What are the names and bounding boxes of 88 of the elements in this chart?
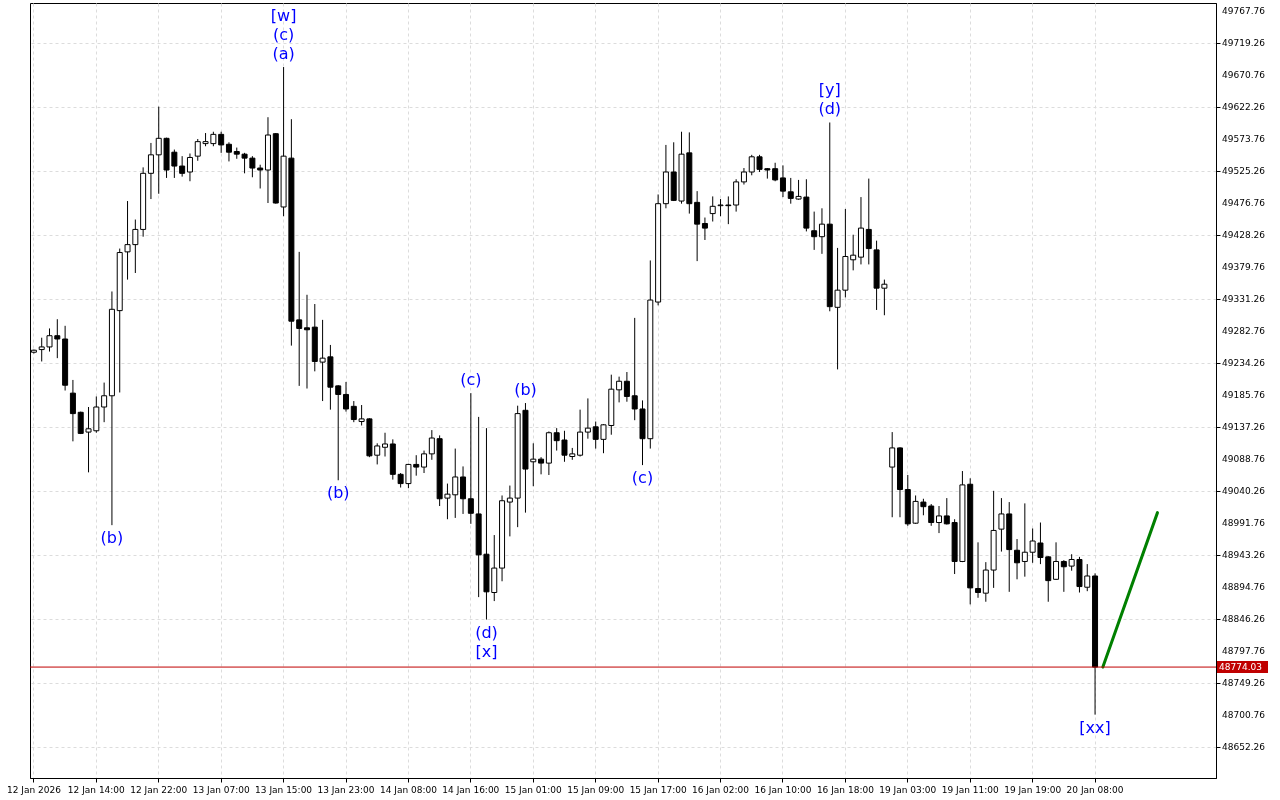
y-tick-label: 49719.26 <box>1222 38 1266 49</box>
candlestick <box>936 505 943 534</box>
annotation: (d) <box>475 622 498 642</box>
candlestick <box>694 190 701 262</box>
x-tick-label: 16 Jan 10:00 <box>754 784 812 795</box>
annotation: (d) <box>818 99 842 119</box>
annotation: [w] <box>270 6 297 26</box>
y-tick-label: 48846.26 <box>1222 614 1266 625</box>
candlestick <box>225 141 232 162</box>
candlestick <box>303 294 310 390</box>
candlestick <box>460 465 467 515</box>
y-tick-label: 49282.76 <box>1222 326 1266 337</box>
y-tick-label: 49525.26 <box>1222 166 1266 177</box>
candlestick <box>186 153 193 182</box>
x-tick-label: 12 Jan 2026 <box>6 784 62 795</box>
y-tick-label: 49185.76 <box>1222 390 1266 401</box>
annotation: [xx] <box>1079 717 1111 737</box>
y-tick-label: 49767.76 <box>1222 6 1266 17</box>
candlestick <box>584 397 591 440</box>
x-tick-label: 19 Jan 11:00 <box>941 784 999 795</box>
y-tick-label: 49379.76 <box>1222 262 1266 273</box>
y-tick-label: 49040.26 <box>1222 486 1266 497</box>
candlestick <box>467 392 474 525</box>
ref-line-label: 48774.03 <box>1219 662 1262 673</box>
x-tick-label: 14 Jan 16:00 <box>442 784 500 795</box>
x-tick-label: 13 Jan 07:00 <box>192 784 250 795</box>
x-tick-label: 19 Jan 19:00 <box>1004 784 1062 795</box>
candlestick <box>811 211 818 251</box>
y-tick-label: 48652.26 <box>1222 742 1266 753</box>
x-tick-label: 12 Jan 14:00 <box>67 784 126 795</box>
candlestick <box>421 450 428 474</box>
y-tick-label: 49476.76 <box>1222 198 1266 209</box>
candlestick <box>69 379 76 442</box>
annotation: [x] <box>475 641 498 661</box>
annotation: [y] <box>818 80 841 100</box>
candlestick <box>1014 538 1021 580</box>
annotation: (c) <box>631 468 654 488</box>
annotation: (b) <box>326 483 350 503</box>
y-tick-label: 48749.26 <box>1222 678 1266 689</box>
y-tick-label: 49428.26 <box>1222 230 1266 241</box>
annotation: (b) <box>100 528 124 548</box>
candlestick <box>343 381 350 413</box>
candlestick <box>1060 559 1067 593</box>
annotation: (b) <box>514 380 537 400</box>
candlestick <box>733 178 740 213</box>
candlestick <box>382 432 389 458</box>
y-tick-label: 49670.76 <box>1222 70 1266 81</box>
candlestick <box>865 178 872 265</box>
candlestick <box>709 195 716 223</box>
y-tick-label: 48797.76 <box>1222 646 1266 657</box>
annotation: (c) <box>272 25 295 45</box>
candlestick <box>818 207 825 255</box>
candlestick <box>975 541 982 599</box>
candlestick <box>779 164 786 198</box>
candlestick <box>538 456 545 475</box>
y-tick-label: 48894.76 <box>1222 582 1266 593</box>
y-tick-label: 49573.76 <box>1222 134 1266 145</box>
candlestick <box>701 217 708 241</box>
x-tick-label: 15 Jan 17:00 <box>629 784 687 795</box>
x-tick-label: 13 Jan 15:00 <box>255 784 313 795</box>
candlestick <box>506 485 513 537</box>
x-tick-label: 20 Jan 08:00 <box>1066 784 1124 795</box>
candlestick <box>179 155 186 178</box>
candlestick <box>101 382 108 423</box>
x-tick-label: 13 Jan 23:00 <box>317 784 375 795</box>
x-tick-label: 16 Jan 02:00 <box>692 784 750 795</box>
y-tick-label: 49088.76 <box>1222 454 1266 465</box>
annotation: (a) <box>272 44 295 64</box>
x-tick-label: 15 Jan 09:00 <box>567 784 625 795</box>
candlestick <box>889 431 896 518</box>
y-tick-label: 48700.76 <box>1222 710 1266 721</box>
x-tick-label: 14 Jan 08:00 <box>379 784 438 795</box>
x-tick-label: 19 Jan 03:00 <box>879 784 937 795</box>
candlestick <box>623 371 630 403</box>
candlestick <box>1053 541 1060 581</box>
y-tick-label: 49622.26 <box>1222 102 1266 113</box>
candlestick <box>147 142 154 200</box>
y-tick-label: 49234.26 <box>1222 358 1266 369</box>
x-tick-label: 16 Jan 18:00 <box>816 784 875 795</box>
candlestick <box>616 376 623 403</box>
annotation: (c) <box>460 370 482 390</box>
y-tick-label: 48991.76 <box>1222 518 1266 529</box>
x-tick-label: 15 Jan 01:00 <box>504 784 563 795</box>
x-tick-label: 12 Jan 22:00 <box>130 784 188 795</box>
y-tick-label: 49331.26 <box>1222 294 1266 305</box>
y-tick-label: 48943.26 <box>1222 550 1266 561</box>
candlestick <box>577 409 584 458</box>
y-tick-label: 49137.26 <box>1222 422 1266 433</box>
